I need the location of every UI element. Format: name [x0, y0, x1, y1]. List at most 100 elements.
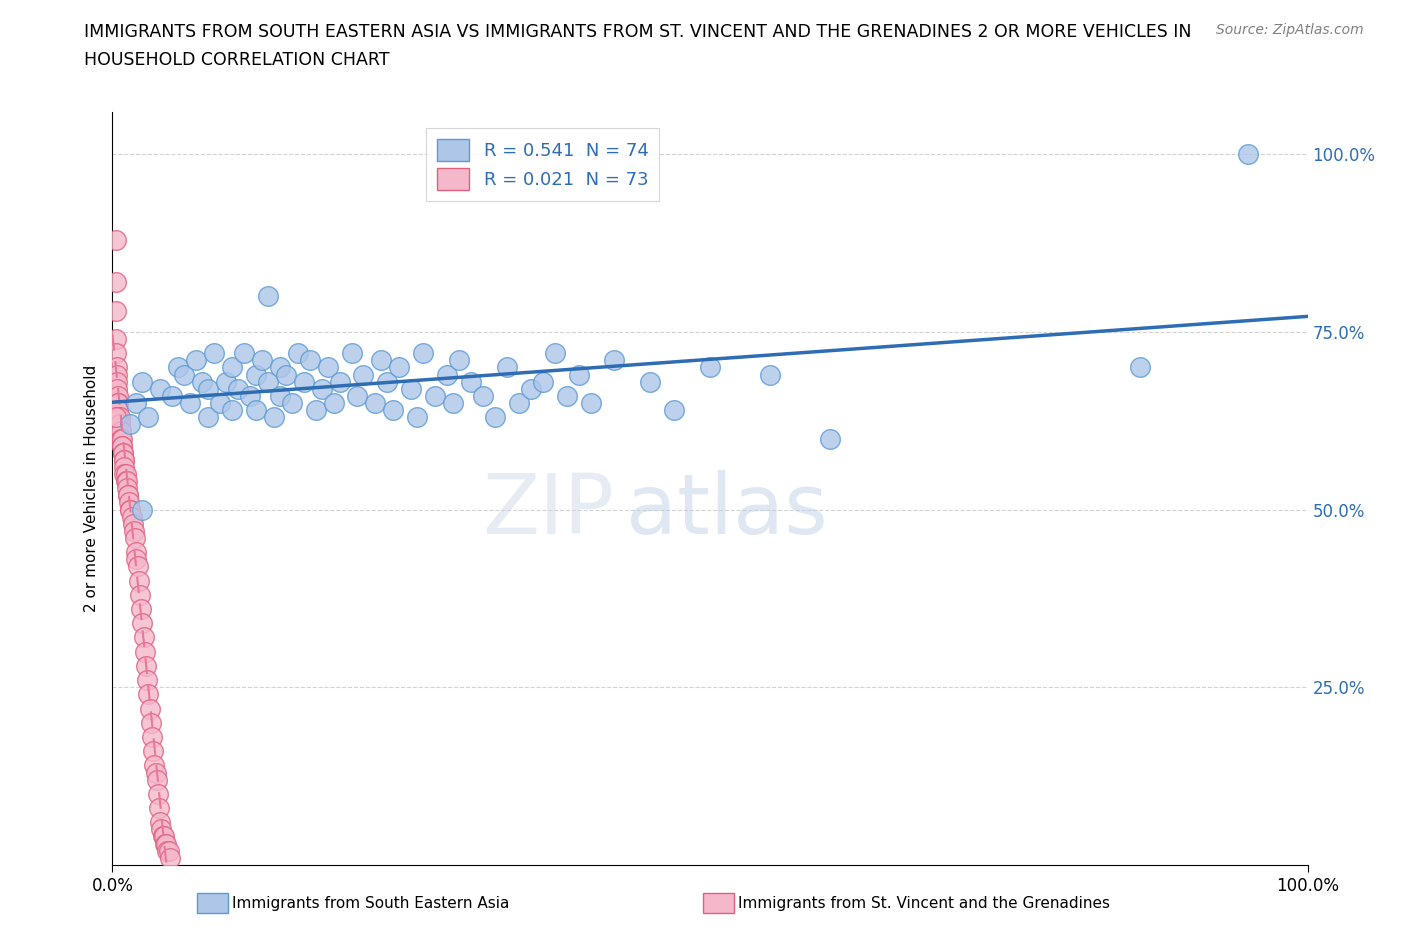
Point [555, 389, 578, 404]
Point [117, 488, 139, 503]
Point [107, 395, 129, 410]
Point [107, 410, 129, 425]
Point [425, 389, 447, 404]
Point [138, 701, 160, 716]
Point [105, 367, 128, 382]
Point [173, 367, 195, 382]
Point [115, 481, 138, 496]
Point [250, 352, 273, 367]
Point [759, 367, 782, 382]
Point [221, 360, 243, 375]
Point [110, 424, 132, 439]
Point [114, 452, 135, 467]
Point [115, 473, 138, 488]
Text: atlas: atlas [627, 471, 828, 551]
Point [329, 374, 352, 389]
Point [186, 352, 208, 367]
Point [114, 467, 135, 482]
Point [531, 374, 554, 389]
Point [124, 530, 146, 545]
Point [107, 389, 129, 404]
Point [202, 346, 225, 361]
Point [135, 658, 157, 673]
Point [818, 432, 841, 446]
Point [121, 516, 143, 531]
Point [110, 432, 132, 446]
Point [664, 403, 686, 418]
Legend: R = 0.541  N = 74, R = 0.021  N = 73: R = 0.541 N = 74, R = 0.021 N = 73 [426, 128, 659, 201]
Point [209, 395, 232, 410]
Point [1237, 147, 1260, 162]
Point [111, 438, 134, 453]
Point [138, 687, 160, 702]
Point [460, 374, 482, 389]
Point [496, 360, 519, 375]
Point [111, 432, 134, 446]
Point [239, 389, 262, 404]
Point [340, 346, 363, 361]
Point [153, 829, 176, 844]
Point [699, 360, 721, 375]
Point [353, 367, 375, 382]
Point [105, 346, 128, 361]
Point [640, 374, 662, 389]
Point [167, 360, 190, 375]
Point [149, 381, 172, 396]
Point [117, 488, 139, 503]
Point [364, 395, 387, 410]
Point [128, 573, 150, 588]
Point [156, 844, 179, 858]
Point [127, 559, 149, 574]
Point [388, 360, 411, 375]
Point [257, 289, 280, 304]
Point [125, 551, 148, 566]
Point [129, 588, 152, 603]
Point [406, 410, 429, 425]
Point [105, 381, 128, 396]
Point [136, 672, 159, 687]
Point [120, 417, 142, 432]
Point [269, 389, 291, 404]
Point [215, 374, 238, 389]
Point [114, 459, 135, 474]
Point [579, 395, 602, 410]
Point [543, 346, 565, 361]
Point [412, 346, 434, 361]
Point [143, 758, 166, 773]
Point [603, 352, 626, 367]
Point [111, 438, 134, 453]
Point [112, 445, 135, 460]
Point [382, 403, 405, 418]
Point [129, 602, 152, 617]
Point [520, 381, 543, 396]
Point [114, 473, 136, 488]
Point [108, 410, 131, 425]
Point [191, 374, 214, 389]
Point [159, 850, 181, 865]
Point [131, 374, 153, 389]
Point [146, 787, 169, 802]
Point [155, 836, 177, 851]
Point [148, 801, 170, 816]
Point [132, 630, 155, 644]
Point [263, 410, 285, 425]
Point [508, 395, 530, 410]
Point [134, 644, 156, 659]
Point [377, 374, 399, 389]
Point [152, 829, 174, 844]
Point [370, 352, 392, 367]
Point [118, 495, 141, 510]
Point [197, 410, 219, 425]
Text: Immigrants from St. Vincent and the Grenadines: Immigrants from St. Vincent and the Gren… [738, 896, 1111, 910]
Point [245, 367, 267, 382]
Point [441, 395, 464, 410]
Text: Source: ZipAtlas.com: Source: ZipAtlas.com [1216, 23, 1364, 37]
Point [108, 417, 131, 432]
Point [162, 389, 183, 404]
Point [292, 374, 315, 389]
Point [120, 502, 142, 517]
Point [233, 346, 256, 361]
Point [114, 452, 135, 467]
Point [145, 772, 167, 787]
Point [305, 403, 328, 418]
